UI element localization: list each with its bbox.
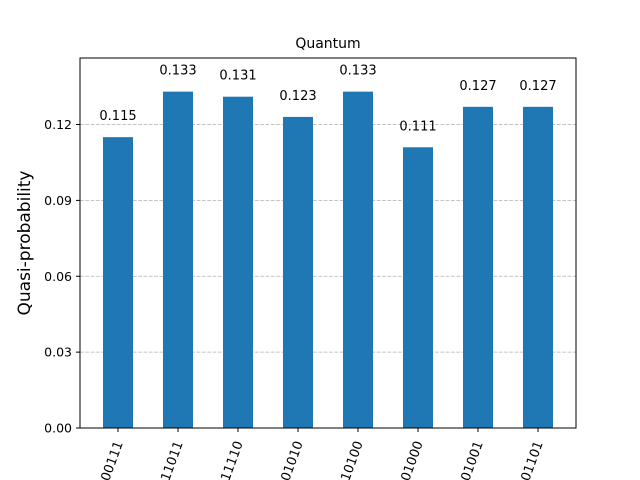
bar-value-label: 0.131 xyxy=(219,69,256,84)
axes-frame xyxy=(79,57,577,429)
x-tick-label: 10100 xyxy=(339,439,367,480)
y-axis-ticks: 0.00 0.03 0.06 0.09 0.12 xyxy=(44,117,80,436)
bar xyxy=(163,91,193,429)
bars xyxy=(103,91,553,429)
bar xyxy=(523,106,553,428)
grid-lines xyxy=(80,124,576,353)
bar-value-label: 0.127 xyxy=(459,79,496,94)
bar-value-label: 0.111 xyxy=(399,119,436,134)
y-tick-label: 0.09 xyxy=(44,193,72,208)
y-tick-label: 0.03 xyxy=(44,345,72,360)
x-tick-label: 01101 xyxy=(519,439,547,480)
bar xyxy=(103,137,133,429)
chart-title: Quantum xyxy=(295,36,360,52)
bar-value-label: 0.133 xyxy=(339,64,376,79)
bar xyxy=(223,96,253,429)
bar xyxy=(283,116,313,428)
y-axis-label: Quasi-probability xyxy=(15,171,35,316)
bar-value-label: 0.133 xyxy=(159,64,196,79)
y-tick-label: 0.06 xyxy=(44,269,72,284)
bar-value-label: 0.127 xyxy=(519,79,556,94)
bar xyxy=(463,106,493,428)
value-labels: 0.115 0.133 0.131 0.123 0.133 0.111 0.127 0.127 xyxy=(99,64,556,135)
x-tick-label: 11011 xyxy=(159,439,187,480)
bar-value-label: 0.123 xyxy=(279,89,316,104)
x-tick-label: 11110 xyxy=(219,439,247,480)
x-tick-label: 01001 xyxy=(459,439,487,480)
y-tick-label: 0.00 xyxy=(44,421,72,436)
x-tick-label: 01010 xyxy=(279,439,307,480)
bar-value-label: 0.115 xyxy=(99,109,136,124)
x-axis-ticks: 00111 11011 11110 01010 10100 01000 01001 01101 xyxy=(99,428,547,480)
bar xyxy=(343,91,373,429)
bar xyxy=(403,147,433,429)
y-tick-label: 0.12 xyxy=(44,117,72,132)
x-tick-label: 01000 xyxy=(399,439,427,480)
x-tick-label: 00111 xyxy=(99,439,127,480)
